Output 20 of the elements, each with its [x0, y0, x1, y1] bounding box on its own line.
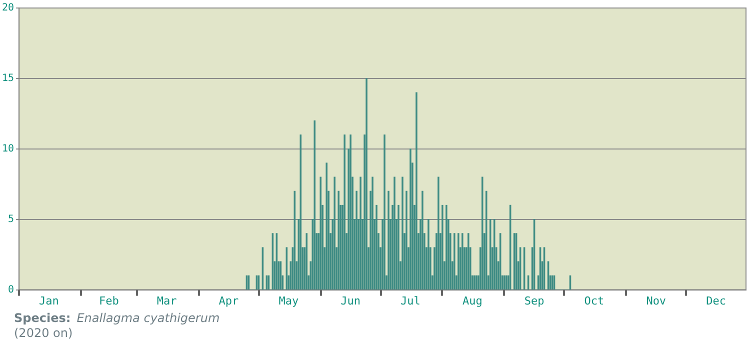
x-tick-label: Dec	[706, 294, 726, 308]
x-tick-label: Jan	[39, 294, 59, 308]
x-tick-label: Oct	[584, 294, 604, 308]
text: Enallagma cyathigerum	[76, 311, 220, 325]
x-tick-label: Feb	[98, 294, 119, 308]
text: Species:	[14, 311, 71, 325]
x-tick-label: Sep	[524, 294, 544, 308]
x-tick-label: Mar	[156, 294, 178, 308]
y-tick-label: 20	[2, 2, 14, 14]
y-tick-label: 10	[2, 143, 14, 154]
text: (2020 on)	[14, 326, 74, 341]
x-tick-label: Jul	[400, 294, 420, 308]
x-tick-label: Nov	[646, 294, 666, 308]
x-tick-label: Jun	[340, 294, 361, 308]
y-tick-label: 15	[2, 73, 14, 84]
y-tick-label: 0	[8, 284, 14, 296]
x-tick-label: Aug	[462, 294, 482, 308]
x-tick-label: May	[278, 294, 299, 308]
y-tick-label: 5	[8, 214, 14, 225]
x-tick-label: Apr	[218, 294, 240, 308]
